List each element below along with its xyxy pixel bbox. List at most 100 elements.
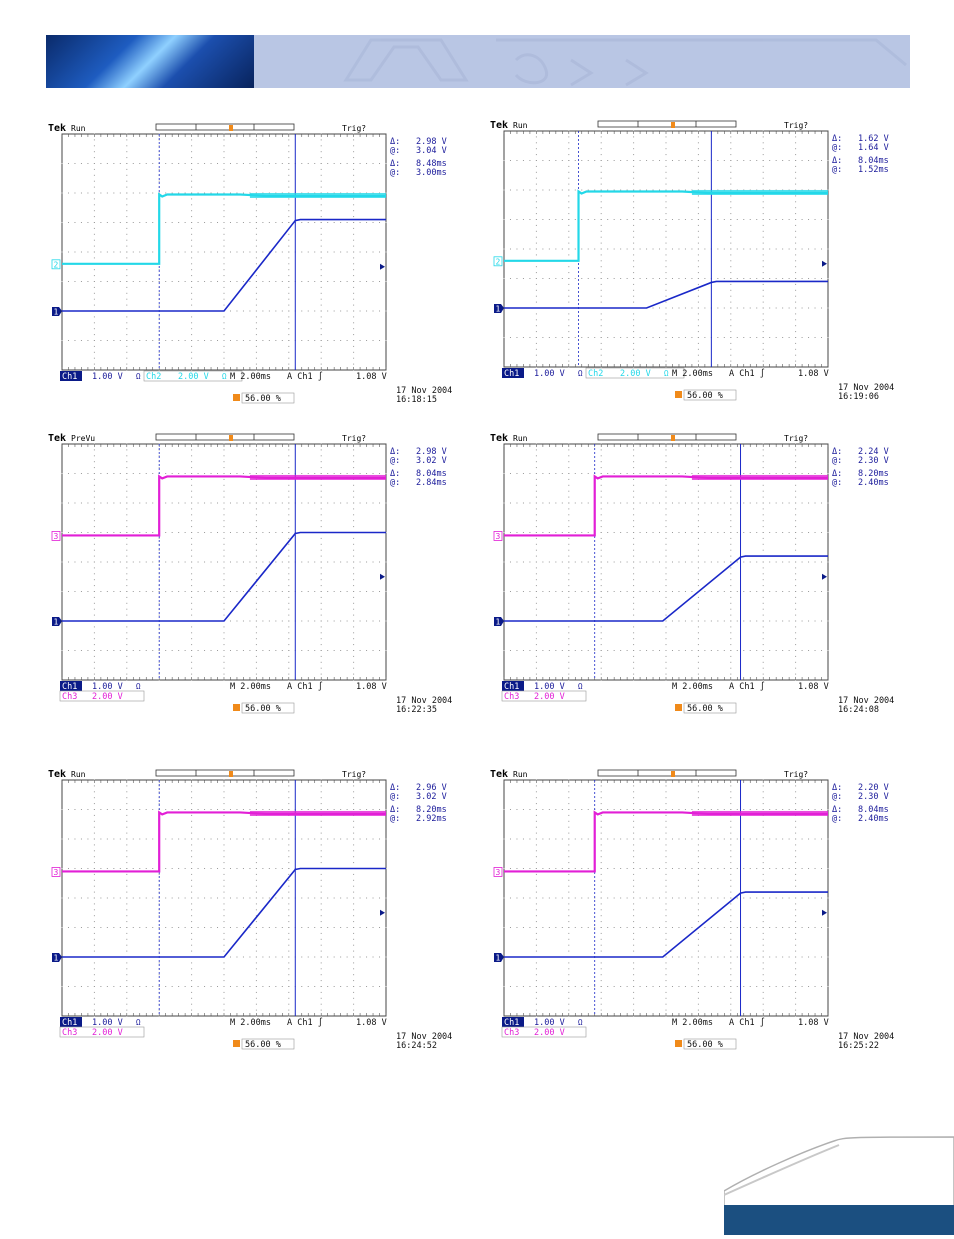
grid-dot — [588, 160, 589, 161]
grid-dot — [601, 449, 602, 450]
grid-dot — [256, 263, 257, 264]
grid-dot — [666, 207, 667, 208]
grid-dot — [763, 313, 764, 314]
grid-dot — [191, 797, 192, 798]
grid-dot — [562, 839, 563, 840]
grid-dot — [568, 249, 569, 250]
grid-dot — [379, 503, 380, 504]
grid-dot — [828, 621, 829, 622]
grid-dot — [536, 184, 537, 185]
grid-dot — [126, 210, 127, 211]
grid-dot — [698, 962, 699, 963]
grid-dot — [353, 222, 354, 223]
grid-dot — [808, 898, 809, 899]
grid-dot — [94, 791, 95, 792]
grid-dot — [191, 145, 192, 146]
grid-dot — [224, 662, 225, 663]
grid-dot — [536, 632, 537, 633]
grid-dot — [795, 609, 796, 610]
grid-dot — [750, 278, 751, 279]
grid-dot — [750, 562, 751, 563]
grid-dot — [379, 957, 380, 958]
grid-dot — [288, 573, 289, 574]
grid-dot — [314, 562, 315, 563]
grid-dot — [191, 316, 192, 317]
grid-dot — [795, 355, 796, 356]
grid-dot — [353, 305, 354, 306]
grid-dot — [191, 473, 192, 474]
grid-dot — [672, 532, 673, 533]
grid-dot — [555, 190, 556, 191]
grid-dot — [633, 207, 634, 208]
trace-noise-band — [692, 475, 828, 480]
grid-dot — [386, 163, 387, 164]
grid-dot — [568, 449, 569, 450]
grid-dot — [185, 809, 186, 810]
grid-dot — [594, 160, 595, 161]
grid-dot — [815, 898, 816, 899]
grid-dot — [353, 579, 354, 580]
grid-dot — [256, 856, 257, 857]
grid-dot — [256, 886, 257, 887]
grid-dot — [776, 898, 777, 899]
grid-dot — [666, 178, 667, 179]
grid-dot — [321, 603, 322, 604]
grid-dot — [275, 311, 276, 312]
grid-dot — [224, 246, 225, 247]
grid-dot — [126, 579, 127, 580]
grid-dot — [353, 169, 354, 170]
grid-dot — [646, 868, 647, 869]
grid-dot — [224, 874, 225, 875]
grid-dot — [224, 573, 225, 574]
grid-dot — [588, 503, 589, 504]
grid-dot — [601, 856, 602, 857]
grid-dot — [633, 190, 634, 191]
grid-dot — [730, 325, 731, 326]
channel-marker-1: 1 — [494, 617, 504, 627]
grid-dot — [288, 181, 289, 182]
grid-dot — [730, 980, 731, 981]
grid-dot — [653, 868, 654, 869]
grid-dot — [288, 880, 289, 881]
grid-dot — [178, 222, 179, 223]
grid-dot — [542, 249, 543, 250]
grid-dot — [256, 809, 257, 810]
grid-dot — [666, 219, 667, 220]
grid-dot — [133, 650, 134, 651]
grid-dot — [666, 544, 667, 545]
grid-dot — [256, 340, 257, 341]
grid-dot — [243, 986, 244, 987]
grid-dot — [743, 650, 744, 651]
grid-dot — [191, 974, 192, 975]
grid-dot — [256, 532, 257, 533]
grid-dot — [646, 591, 647, 592]
trigger-level-readout: 1.08 V — [356, 682, 387, 692]
grid-dot — [94, 603, 95, 604]
grid-dot — [601, 166, 602, 167]
grid-dot — [74, 163, 75, 164]
grid-dot — [536, 249, 537, 250]
grid-dot — [666, 827, 667, 828]
grid-dot — [68, 163, 69, 164]
grid-dot — [504, 898, 505, 899]
grid-dot — [198, 562, 199, 563]
grid-dot — [588, 839, 589, 840]
grid-dot — [601, 862, 602, 863]
grid-dot — [217, 532, 218, 533]
grid-dot — [204, 898, 205, 899]
marker-label: 2 — [496, 257, 501, 266]
grid-dot — [730, 662, 731, 663]
grid-dot — [698, 538, 699, 539]
grid-dot — [685, 473, 686, 474]
grid-dot — [627, 503, 628, 504]
grid-dot — [282, 809, 283, 810]
grid-dot — [224, 909, 225, 910]
grid-dot — [504, 591, 505, 592]
grid-dot — [94, 974, 95, 975]
grid-dot — [601, 254, 602, 255]
grid-dot — [601, 650, 602, 651]
grid-dot — [198, 650, 199, 651]
grid-dot — [698, 461, 699, 462]
grid-dot — [620, 160, 621, 161]
grid-dot — [581, 809, 582, 810]
